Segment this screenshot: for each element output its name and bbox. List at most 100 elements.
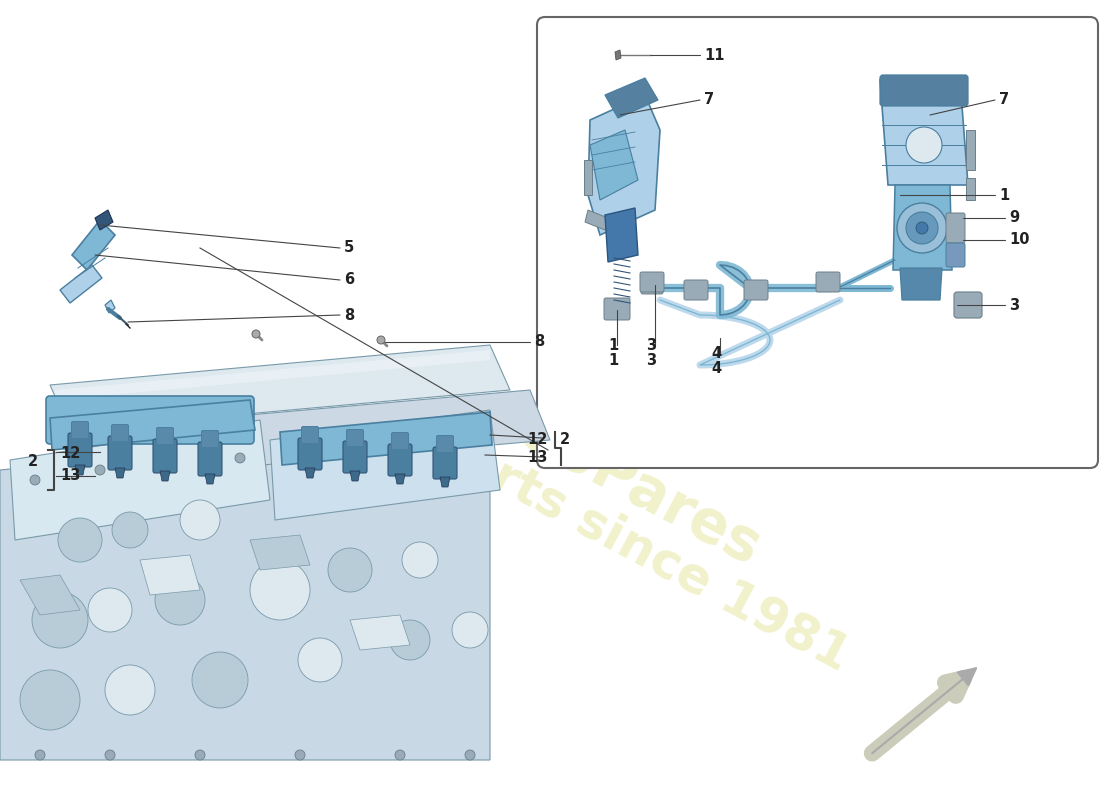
Polygon shape: [605, 78, 658, 118]
Text: 7: 7: [999, 93, 1009, 107]
Text: 4: 4: [711, 346, 722, 361]
Circle shape: [465, 750, 475, 760]
Text: parts since 1981: parts since 1981: [422, 419, 858, 681]
Text: 8: 8: [344, 307, 354, 322]
Text: 8: 8: [534, 334, 544, 350]
Polygon shape: [140, 555, 200, 595]
FancyBboxPatch shape: [153, 439, 177, 473]
FancyBboxPatch shape: [880, 75, 968, 106]
Circle shape: [305, 447, 315, 457]
Polygon shape: [900, 268, 942, 300]
FancyBboxPatch shape: [954, 292, 982, 318]
Circle shape: [916, 222, 928, 234]
Polygon shape: [20, 575, 80, 615]
Polygon shape: [605, 208, 638, 262]
Polygon shape: [60, 265, 102, 303]
Circle shape: [58, 518, 102, 562]
Circle shape: [180, 500, 220, 540]
Circle shape: [295, 750, 305, 760]
FancyBboxPatch shape: [156, 427, 174, 445]
Polygon shape: [966, 178, 975, 200]
Polygon shape: [55, 350, 490, 400]
FancyBboxPatch shape: [816, 272, 840, 292]
Circle shape: [395, 750, 405, 760]
Circle shape: [328, 548, 372, 592]
Text: 1: 1: [999, 187, 1010, 202]
FancyBboxPatch shape: [46, 396, 254, 444]
Circle shape: [95, 465, 104, 475]
Polygon shape: [250, 535, 310, 570]
Text: 6: 6: [344, 273, 354, 287]
Polygon shape: [50, 345, 510, 430]
Text: 1: 1: [608, 338, 618, 353]
FancyBboxPatch shape: [744, 280, 768, 300]
Circle shape: [452, 612, 488, 648]
Text: 2: 2: [560, 433, 570, 447]
Polygon shape: [350, 615, 410, 650]
Polygon shape: [350, 471, 360, 481]
Circle shape: [235, 453, 245, 463]
Circle shape: [195, 750, 205, 760]
FancyBboxPatch shape: [198, 442, 222, 476]
Polygon shape: [270, 410, 500, 520]
Polygon shape: [584, 160, 592, 195]
FancyBboxPatch shape: [437, 435, 453, 453]
Text: 12: 12: [60, 446, 80, 461]
Polygon shape: [588, 95, 660, 235]
Polygon shape: [440, 477, 450, 487]
Text: 13: 13: [528, 450, 548, 466]
FancyBboxPatch shape: [684, 280, 708, 300]
Circle shape: [165, 460, 175, 470]
Text: 7: 7: [704, 93, 714, 107]
Polygon shape: [585, 210, 608, 230]
FancyBboxPatch shape: [537, 17, 1098, 468]
Circle shape: [252, 330, 260, 338]
Circle shape: [298, 638, 342, 682]
Circle shape: [20, 670, 80, 730]
Polygon shape: [0, 420, 490, 760]
FancyBboxPatch shape: [301, 426, 319, 443]
Circle shape: [155, 575, 205, 625]
Circle shape: [35, 750, 45, 760]
Polygon shape: [395, 474, 405, 484]
Polygon shape: [160, 471, 170, 481]
Text: 3: 3: [646, 338, 656, 353]
Polygon shape: [280, 412, 492, 465]
Text: 13: 13: [60, 467, 80, 482]
Circle shape: [250, 560, 310, 620]
FancyBboxPatch shape: [108, 436, 132, 470]
Polygon shape: [116, 468, 125, 478]
Polygon shape: [80, 390, 550, 480]
Circle shape: [896, 203, 947, 253]
FancyBboxPatch shape: [946, 213, 965, 243]
FancyBboxPatch shape: [68, 433, 92, 467]
FancyBboxPatch shape: [343, 441, 367, 473]
Polygon shape: [615, 50, 622, 60]
FancyBboxPatch shape: [72, 422, 88, 438]
FancyBboxPatch shape: [346, 430, 363, 446]
FancyBboxPatch shape: [640, 272, 664, 292]
Text: 3: 3: [1009, 298, 1019, 313]
FancyBboxPatch shape: [641, 276, 663, 294]
Circle shape: [30, 475, 40, 485]
Text: 9: 9: [1009, 210, 1019, 226]
Circle shape: [112, 512, 148, 548]
Circle shape: [192, 652, 248, 708]
Circle shape: [104, 750, 116, 760]
FancyBboxPatch shape: [111, 425, 129, 442]
Polygon shape: [72, 220, 116, 270]
FancyBboxPatch shape: [201, 430, 219, 447]
Circle shape: [32, 592, 88, 648]
Polygon shape: [880, 80, 968, 185]
FancyBboxPatch shape: [392, 433, 408, 450]
Polygon shape: [75, 465, 85, 475]
FancyBboxPatch shape: [946, 243, 965, 267]
Polygon shape: [95, 210, 113, 230]
Text: 10: 10: [1009, 233, 1030, 247]
Text: 5: 5: [344, 241, 354, 255]
Circle shape: [906, 127, 942, 163]
Circle shape: [906, 212, 938, 244]
Text: 11: 11: [704, 47, 725, 62]
FancyBboxPatch shape: [604, 298, 630, 320]
FancyBboxPatch shape: [388, 444, 412, 476]
